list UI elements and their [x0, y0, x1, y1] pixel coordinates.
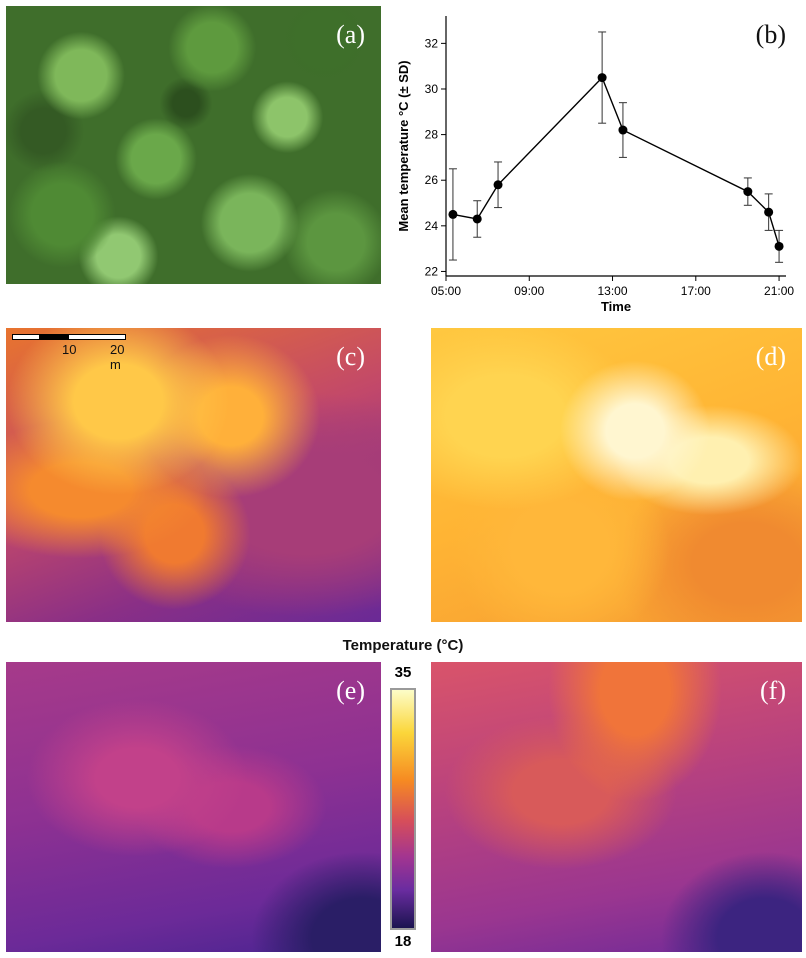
- x-tick-label: 13:00: [598, 284, 628, 298]
- scale-bar-label-10: 10: [62, 342, 77, 357]
- x-tick-label: 05:00: [431, 284, 461, 298]
- panel-label-a: (a): [336, 20, 365, 49]
- x-tick-label: 21:00: [764, 284, 794, 298]
- colorbar-max-label: 35: [394, 664, 412, 681]
- thermal-image-c: (c): [6, 328, 381, 622]
- data-point: [493, 180, 503, 190]
- canopy-rgb-photo: (a): [6, 6, 381, 284]
- y-axis-label: Mean temperature °C (± SD): [396, 60, 411, 231]
- y-tick-label: 32: [425, 36, 439, 50]
- temperature-colorbar: [390, 688, 416, 930]
- scale-bar: 10 20 m: [12, 334, 126, 372]
- panel-label-f: (f): [760, 676, 786, 705]
- thermal-image-d: (d): [431, 328, 802, 622]
- panel-label-d: (d): [755, 342, 786, 371]
- panel-label-b: (b): [755, 20, 786, 49]
- x-tick-label: 17:00: [681, 284, 711, 298]
- chart-svg: 22 24 26 28 30 32 05:00 09:00 13:00 17:00 21:00 Tim…: [396, 16, 794, 314]
- thermal-image-e: (e): [6, 662, 381, 952]
- data-point: [448, 209, 458, 219]
- panel-label-c: (c): [336, 342, 365, 371]
- y-tick-label: 26: [425, 173, 439, 187]
- data-point: [764, 207, 774, 217]
- y-tick-label: 30: [425, 82, 439, 96]
- colorbar-title: Temperature (°C): [342, 637, 464, 654]
- data-point: [597, 73, 607, 83]
- y-tick-label: 24: [425, 219, 439, 233]
- thermal-image-f: (f): [431, 662, 802, 952]
- y-tick-label: 28: [425, 128, 439, 142]
- x-tick-label: 09:00: [514, 284, 544, 298]
- scale-bar-segment: [40, 334, 68, 340]
- data-point: [774, 241, 784, 251]
- x-axis-label: Time: [601, 299, 631, 314]
- colorbar-min-label: 18: [394, 933, 412, 950]
- data-point: [743, 187, 753, 197]
- data-point: [472, 214, 482, 224]
- series-line: [452, 76, 780, 247]
- temperature-chart: 22 24 26 28 30 32 05:00 09:00 13:00 17:00 21:00 Tim…: [390, 6, 802, 316]
- y-tick-label: 22: [425, 264, 439, 278]
- data-point: [618, 125, 628, 135]
- panel-label-e: (e): [336, 676, 365, 705]
- scale-bar-segment: [12, 334, 40, 340]
- scale-bar-label-20m: 20 m: [110, 342, 125, 372]
- scale-bar-segment: [68, 334, 126, 340]
